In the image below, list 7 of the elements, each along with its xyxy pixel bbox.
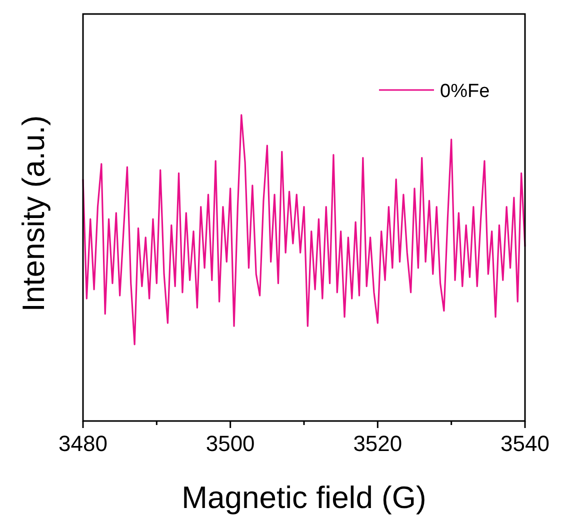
x-tick-label: 3520 xyxy=(353,431,402,456)
legend-label: 0%Fe xyxy=(440,81,490,102)
x-tick-label: 3540 xyxy=(500,431,550,456)
y-axis-title: Intensity (a.u.) xyxy=(16,115,51,312)
x-tick-label: 3480 xyxy=(58,431,108,456)
x-tick-label: 3500 xyxy=(206,431,255,456)
x-axis-title: Magnetic field (G) xyxy=(182,480,426,515)
